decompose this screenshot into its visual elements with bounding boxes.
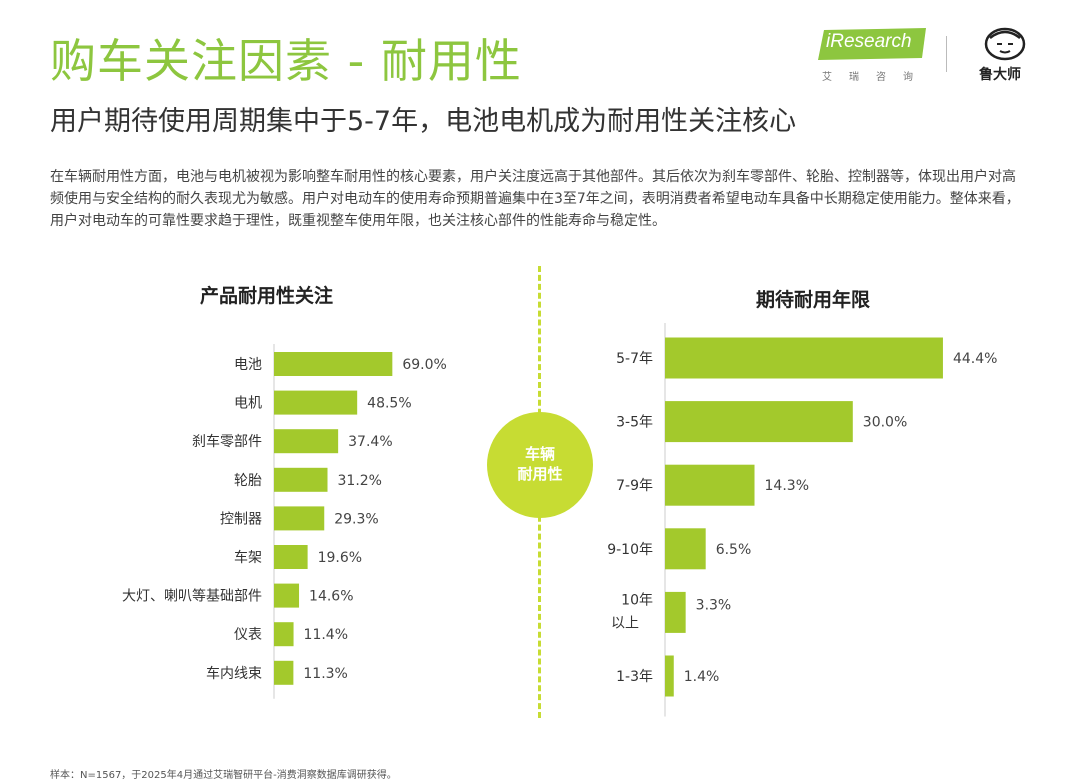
iresearch-logo: iResearch 艾瑞咨询: [818, 28, 928, 84]
source-note: 样本：N=1567，于2025年4月通过艾瑞智研平台-消费洞察数据库调研获得。: [50, 770, 397, 781]
left-chart-value-label: 69.0%: [402, 357, 446, 373]
left-chart-value-label: 14.6%: [309, 589, 353, 605]
right-chart-category-label: 7-9年: [616, 478, 653, 494]
right-chart-bar: [665, 655, 674, 697]
left-chart-bar: [274, 352, 393, 376]
ludashi-logo-text: 鲁大师: [979, 67, 1021, 83]
left-chart-bar: [274, 506, 325, 531]
left-chart-value-label: 19.6%: [318, 550, 362, 566]
left-chart-category-label: 控制器: [220, 511, 262, 527]
right-chart-bar: [665, 337, 943, 379]
right-chart-category-label: 5-7年: [616, 351, 653, 367]
right-chart-value-label: 6.5%: [716, 542, 752, 558]
page-title: 购车关注因素 - 耐用性: [50, 34, 522, 88]
ludashi-logo: 鲁大师: [976, 24, 1036, 84]
left-chart-category-label: 轮胎: [234, 473, 262, 489]
right-chart-category-label: 1-3年: [616, 669, 653, 685]
left-chart-category-label: 电池: [234, 357, 262, 373]
left-chart-value-label: 31.2%: [338, 473, 382, 489]
left-chart-bar: [274, 467, 328, 492]
left-chart-value-label: 29.3%: [334, 511, 378, 527]
left-chart-bar: [274, 622, 294, 647]
right-chart-bar: [665, 401, 853, 443]
right-chart-title: 期待耐用年限: [756, 289, 871, 311]
left-chart-bar: [274, 583, 300, 608]
left-chart-category-label: 电机: [234, 396, 262, 412]
left-chart-category-label: 大灯、喇叭等基础部件: [122, 588, 262, 605]
left-chart-value-label: 37.4%: [348, 434, 392, 450]
left-chart-value-label: 48.5%: [367, 396, 411, 412]
right-chart-value-label: 44.4%: [953, 351, 997, 367]
iresearch-logo-text: iResearch: [826, 31, 912, 52]
center-badge-line2: 耐用性: [517, 465, 563, 483]
left-chart-value-label: 11.4%: [304, 627, 348, 643]
left-chart-category-label: 仪表: [234, 627, 262, 643]
center-badge: 车辆 耐用性: [487, 412, 593, 518]
iresearch-logo-subtext: 艾瑞咨询: [822, 72, 930, 83]
right-chart-category-label: 10年以上: [611, 592, 653, 631]
left-chart-bar: [274, 390, 358, 415]
page-subtitle: 用户期待使用周期集中于5-7年，电池电机成为耐用性关注核心: [50, 106, 797, 137]
left-chart-category-label: 车内线束: [206, 665, 262, 682]
right-chart-category-label: 3-5年: [616, 415, 653, 431]
right-chart-bar: [665, 591, 686, 633]
right-chart-value-label: 1.4%: [684, 669, 720, 685]
iresearch-logo-shape: [818, 28, 926, 60]
left-chart-value-label: 11.3%: [303, 666, 347, 682]
left-chart-category-label: 车架: [234, 549, 262, 566]
left-chart-category-label: 刹车零部件: [192, 433, 262, 450]
intro-paragraph: 在车辆耐用性方面，电池与电机被视为影响整车耐用性的核心要素，用户关注度远高于其他…: [50, 169, 1020, 229]
left-chart-bar: [274, 545, 308, 569]
right-chart-bar: [665, 528, 706, 570]
right-chart-category-label: 9-10年: [607, 542, 653, 558]
ludashi-mascot-icon: [984, 27, 1026, 61]
right-chart-bar: [665, 464, 755, 506]
center-badge-line1: 车辆: [524, 445, 555, 463]
left-chart-bar: [274, 660, 294, 685]
right-chart-value-label: 3.3%: [696, 597, 732, 613]
left-chart-bar: [274, 429, 339, 454]
logo-divider: [946, 36, 947, 72]
right-chart-value-label: 30.0%: [863, 415, 907, 431]
right-chart-value-label: 14.3%: [765, 478, 809, 494]
left-chart-title: 产品耐用性关注: [200, 285, 334, 307]
